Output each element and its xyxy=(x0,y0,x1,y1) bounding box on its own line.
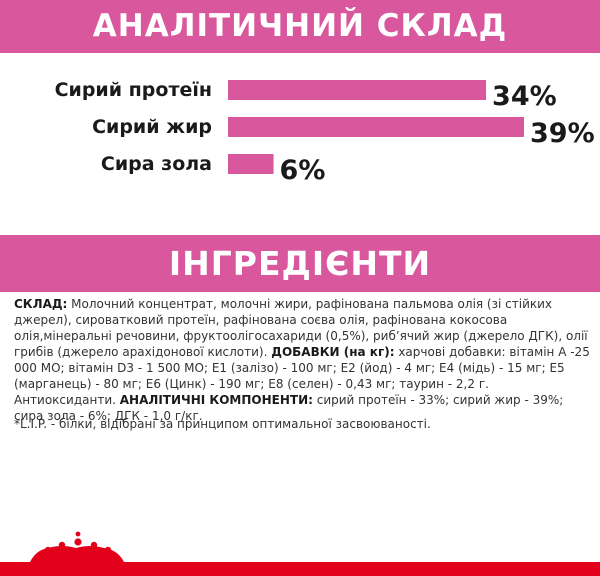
lip-footnote: *L.I.P. - білки, відібрані за принципом … xyxy=(14,417,431,431)
analytic-composition-title: АНАЛІТИЧНИЙ СКЛАД xyxy=(92,8,508,44)
analytic-composition-banner: АНАЛІТИЧНИЙ СКЛАД xyxy=(0,0,600,53)
bar xyxy=(228,154,274,174)
analytic-components-label: АНАЛІТИЧНІ КОМПОНЕНТИ: xyxy=(119,393,313,407)
composition-label: СКЛАД: xyxy=(14,297,68,311)
additives-label: ДОБАВКИ (на кг): xyxy=(271,345,395,359)
bar-value-label: 39% xyxy=(530,118,595,149)
bar xyxy=(228,117,524,137)
bar-category-label: Сирий жир xyxy=(92,116,212,138)
composition-text: СКЛАД: Молочний концентрат, молочні жири… xyxy=(14,296,592,424)
ingredients-banner: ІНГРЕДІЄНТИ xyxy=(0,235,600,292)
ingredients-title: ІНГРЕДІЄНТИ xyxy=(168,244,432,283)
bar-category-label: Сирий протеїн xyxy=(55,79,212,101)
analytic-components-body: сирий протеїн - 33%; сирий жир - 39%; си… xyxy=(14,393,564,423)
royal-canin-crown-icon xyxy=(0,531,600,564)
composition-body: Молочний концентрат, молочні жири, рафін… xyxy=(14,297,588,359)
bar-value-label: 34% xyxy=(492,81,557,112)
additives-body: харчові добавки: вітамін А -25 000 МО; в… xyxy=(14,345,590,407)
bar xyxy=(228,80,487,100)
analytic-bar-chart: Сирий протеїн 34% Сирий жир 39% Сира зола 6% xyxy=(55,79,595,186)
bar-category-label: Сира зола xyxy=(101,153,212,175)
footer-band xyxy=(0,562,600,576)
bar-value-label: 6% xyxy=(280,155,326,186)
